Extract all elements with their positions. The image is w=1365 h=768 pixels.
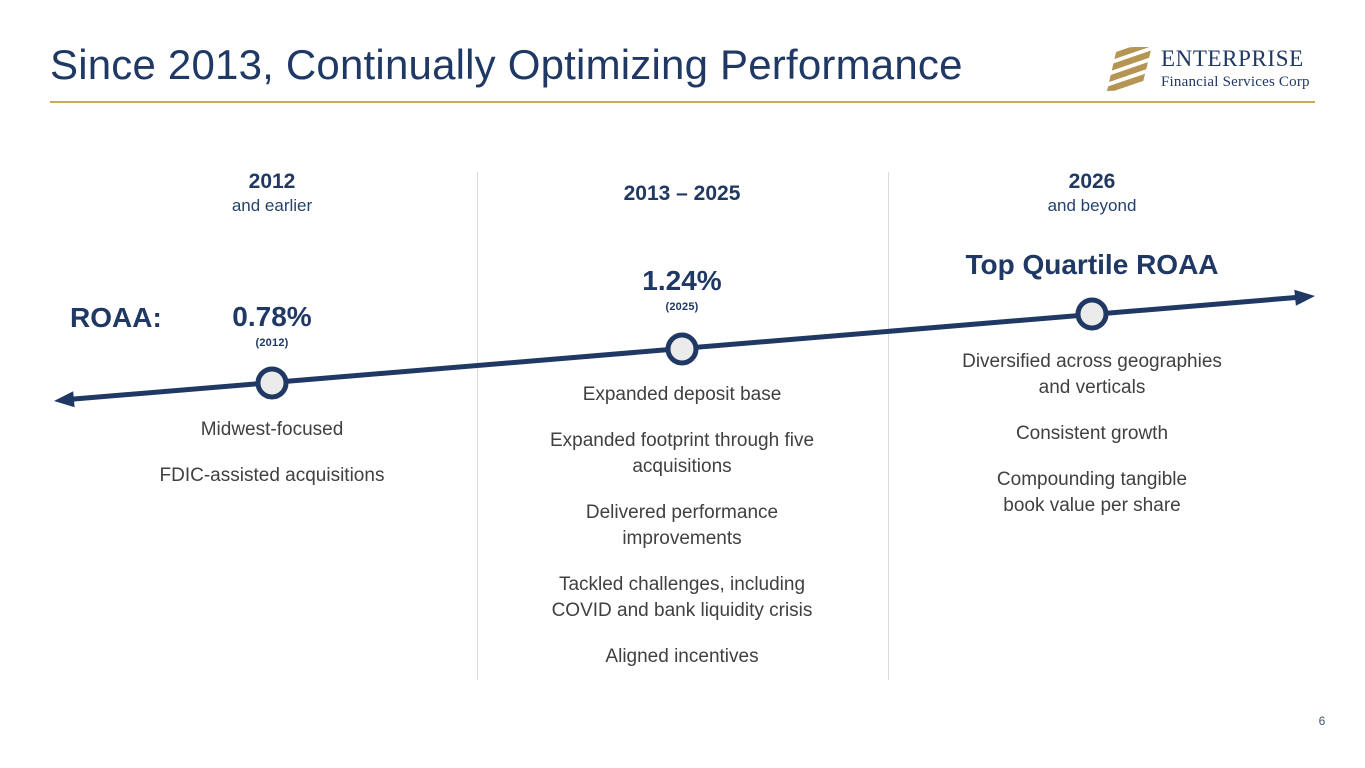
period-label: 2012	[248, 170, 296, 193]
column-divider	[888, 172, 889, 680]
period-sublabel: and earlier	[231, 196, 313, 216]
metric-note: (2025)	[665, 300, 699, 313]
bullets-2013-2025: Expanded deposit base Expanded footprint …	[502, 382, 862, 670]
timeline-bullet: Consistent growth	[1015, 423, 1169, 444]
metric-2025: 1.24% (2025)	[502, 265, 862, 313]
timeline-bullet: Compounding tangible book value per shar…	[996, 469, 1188, 516]
page-number: 6	[1318, 714, 1326, 728]
timeline-marker-2012	[255, 366, 289, 400]
timeline-bullet: Aligned incentives	[605, 646, 759, 667]
metric-value: 1.24%	[642, 265, 722, 296]
column-header-2026: 2026 and beyond	[912, 170, 1272, 217]
timeline-bullet: Expanded deposit base	[582, 384, 782, 405]
metric-value: 0.78%	[232, 301, 312, 332]
page-title: Since 2013, Continually Optimizing Perfo…	[50, 41, 963, 88]
metric-note: (2012)	[255, 336, 289, 349]
period-label: 2013 – 2025	[623, 182, 741, 205]
period-sublabel: and beyond	[1047, 196, 1137, 216]
roaa-label: ROAA:	[70, 302, 162, 333]
company-logo: ENTERPRISE Financial Services Corp	[1104, 47, 1310, 91]
column-header-2013-2025: 2013 – 2025	[502, 182, 862, 208]
period-label: 2026	[1068, 170, 1116, 193]
timeline-bullet: Tackled challenges, including COVID and …	[551, 574, 813, 621]
timeline-bullet: Expanded footprint through five acquisit…	[549, 430, 815, 477]
metric-2012: 0.78% (2012)	[92, 301, 452, 349]
column-divider	[477, 172, 478, 680]
logo-company-name: ENTERPRISE	[1161, 46, 1304, 71]
timeline-marker-2025	[665, 332, 699, 366]
title-underline	[50, 101, 1315, 103]
timeline-bullet: Diversified across geographies and verti…	[962, 351, 1222, 398]
logo-stripes-icon	[1107, 47, 1152, 91]
metric-2026: Top Quartile ROAA	[912, 249, 1272, 285]
timeline-bullet: FDIC-assisted acquisitions	[159, 465, 385, 486]
arrowhead-left-icon	[54, 391, 75, 408]
timeline-bullet: Delivered performance improvements	[585, 502, 779, 549]
bullets-2026: Diversified across geographies and verti…	[912, 349, 1272, 519]
logo-text: ENTERPRISE Financial Services Corp	[1161, 47, 1310, 90]
metric-value: Top Quartile ROAA	[965, 249, 1219, 280]
logo-company-subtitle: Financial Services Corp	[1161, 74, 1310, 90]
column-header-2012: 2012 and earlier	[92, 170, 452, 217]
timeline-bullet: Midwest-focused	[200, 419, 344, 440]
bullets-2012: Midwest-focused FDIC-assisted acquisition…	[92, 417, 452, 489]
arrowhead-right-icon	[1294, 289, 1315, 306]
timeline-marker-2026	[1075, 297, 1109, 331]
